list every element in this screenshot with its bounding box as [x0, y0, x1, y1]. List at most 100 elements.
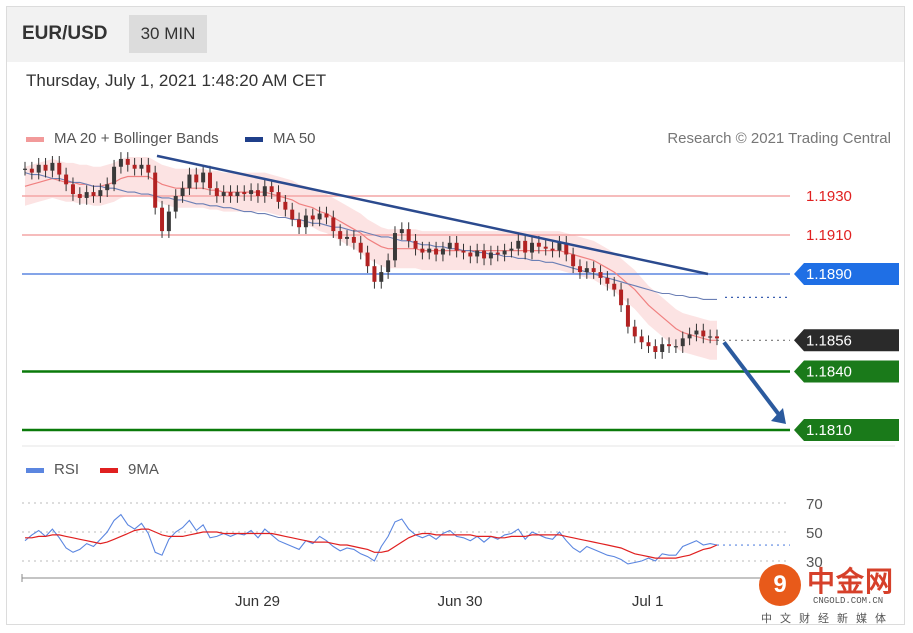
candle-body [639, 336, 644, 343]
level-label-1.1890: 1.1890 [806, 266, 852, 283]
candle-body [324, 213, 329, 218]
candle-body [64, 174, 69, 185]
forecast-arrow [722, 341, 782, 418]
datetime-label: Thursday, July 1, 2021 1:48:20 AM CET [26, 71, 327, 90]
watermark-domain: CNGOLD.COM.CN [813, 596, 884, 606]
candle-body [173, 196, 178, 212]
candle-body [43, 164, 48, 171]
level-label-1.1930: 1.1930 [806, 188, 852, 205]
candle-body [262, 186, 267, 196]
candle-body [440, 248, 445, 255]
candle-body [475, 250, 480, 257]
candle-body [112, 166, 117, 185]
ma50-label: MA 50 [273, 130, 316, 147]
candle-body [413, 240, 418, 249]
candle-body [509, 248, 514, 251]
candle-body [399, 229, 404, 234]
candle-body [338, 231, 343, 239]
candle-body [235, 192, 240, 196]
candle-body [98, 190, 103, 196]
candle-body [495, 252, 500, 255]
candle-body [427, 248, 432, 253]
candle-body [468, 252, 473, 257]
candle-body [290, 209, 295, 220]
candle-body [372, 266, 377, 282]
candle-body [673, 346, 678, 348]
candle-body [23, 168, 27, 170]
legend-ma50: MA 50 [245, 130, 316, 147]
candle-body [269, 186, 274, 193]
level-badge-1.1840 [794, 360, 899, 383]
candle-body [180, 188, 185, 196]
candle-body [118, 158, 123, 167]
chart-frame [6, 6, 905, 625]
rsi-tick-50: 50 [806, 525, 823, 542]
candle-body [694, 330, 699, 335]
candle-body [687, 334, 692, 339]
candle-body [345, 236, 350, 239]
rsi-tick-70: 70 [806, 496, 823, 513]
ma9-label: 9MA [128, 461, 159, 478]
candle-body [488, 252, 493, 259]
legend-rsi: RSI [26, 461, 79, 478]
candle-body [625, 305, 630, 327]
candle-body [125, 158, 130, 165]
candle-body [317, 213, 322, 220]
candle-body [392, 233, 397, 261]
candle-body [598, 272, 603, 278]
ma20-swatch [26, 136, 44, 142]
level-badge-1.1890 [794, 263, 899, 285]
candle-body [584, 268, 589, 273]
candle-body [77, 194, 82, 198]
candle-body [303, 215, 308, 228]
candle-body [420, 248, 425, 253]
timeframe-badge[interactable]: 30 MIN [129, 15, 207, 53]
rsi-line [24, 513, 718, 565]
level-badge-1.1810 [794, 419, 899, 441]
candle-body [591, 268, 596, 273]
candle-body [680, 338, 685, 347]
ma20-line [24, 175, 717, 341]
candle-body [139, 164, 144, 169]
candle-body [386, 260, 391, 273]
candle-body [660, 344, 665, 352]
candle-body [194, 174, 199, 183]
ma20-label: MA 20 + Bollinger Bands [54, 130, 219, 147]
candle-body [454, 242, 459, 251]
candle-body [612, 283, 617, 290]
candle-body [557, 242, 562, 251]
candle-body [187, 174, 192, 189]
candle-body [146, 164, 151, 173]
candle-body [84, 192, 89, 198]
pair-label: EUR/USD [22, 23, 108, 44]
x-tick-label: Jun 29 [235, 593, 280, 610]
candle-body [550, 248, 555, 251]
candle-body [502, 250, 507, 255]
rsi-tick-30: 30 [806, 554, 823, 571]
candle-body [646, 342, 651, 347]
candle-body [564, 242, 569, 255]
candle-body [667, 344, 672, 347]
watermark-logo-icon: 9 [759, 564, 801, 606]
rsi-swatch [26, 467, 44, 473]
watermark: 9 中金网 CNGOLD.COM.CN 中文财经新媒体 [755, 560, 905, 625]
x-tick-label: Jul 1 [632, 593, 664, 610]
candle-body [166, 211, 171, 232]
candle-body [249, 190, 254, 195]
candle-body [365, 252, 370, 267]
candle-body [50, 162, 55, 171]
candle-body [461, 250, 466, 253]
candle-body [160, 207, 165, 232]
candle-body [91, 192, 96, 196]
forecast-arrowhead [771, 408, 786, 424]
candle-body [619, 289, 624, 306]
candle-body [29, 168, 34, 173]
level-label-1.1810: 1.1810 [806, 422, 852, 439]
level-badge-1.1856 [794, 329, 899, 352]
research-credit: Research © 2021 Trading Central [667, 130, 891, 147]
ma9-swatch [100, 467, 118, 473]
candle-body [516, 240, 521, 249]
candle-body [57, 162, 62, 175]
candle-body [132, 164, 137, 169]
level-label-1.1840: 1.1840 [806, 364, 852, 381]
